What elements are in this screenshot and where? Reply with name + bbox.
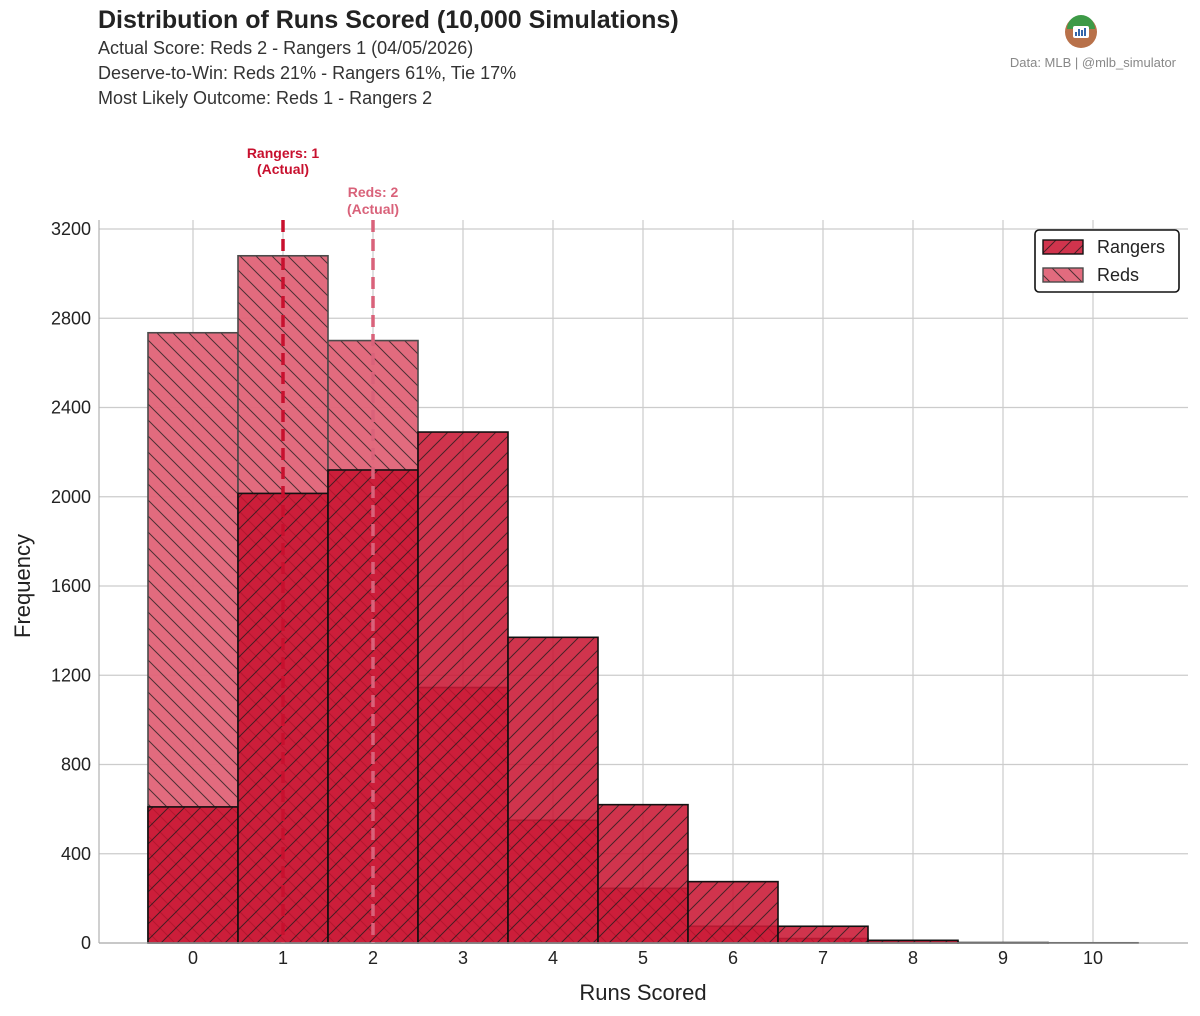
data-credit: Data: MLB | @mlb_simulator: [1009, 55, 1176, 70]
x-axis-title: Runs Scored: [579, 980, 706, 1005]
legend-label-reds: Reds: [1097, 265, 1139, 285]
rangers-bar-hatch: [597, 803, 689, 944]
rangers-bar-hatch: [417, 431, 509, 944]
y-tick-label: 400: [61, 844, 91, 864]
chart-title: Distribution of Runs Scored (10,000 Simu…: [98, 6, 679, 34]
actual-label-reds: Reds: 2: [348, 184, 399, 200]
x-tick-label: 10: [1083, 948, 1103, 968]
most-likely-outcome-line: Most Likely Outcome: Reds 1 - Rangers 2: [98, 88, 433, 108]
x-tick-label: 2: [368, 948, 378, 968]
deserve-to-win-line: Deserve-to-Win: Reds 21% - Rangers 61%, …: [98, 63, 517, 83]
y-axis-title: Frequency: [10, 534, 35, 638]
y-tick-label: 2000: [51, 487, 91, 507]
rangers-bar-hatch: [687, 880, 779, 944]
legend-swatch-hatch-rangers: [1042, 239, 1084, 255]
x-tick-label: 7: [818, 948, 828, 968]
x-tick-label: 1: [278, 948, 288, 968]
actual-sublabel-rangers: (Actual): [257, 161, 309, 177]
y-tick-label: 1600: [51, 576, 91, 596]
rangers-bar-hatch: [147, 806, 239, 944]
x-tick-label: 3: [458, 948, 468, 968]
simulator-logo: [1065, 15, 1097, 48]
y-tick-label: 2800: [51, 308, 91, 328]
y-tick-label: 1200: [51, 665, 91, 685]
actual-score-line: Actual Score: Reds 2 - Rangers 1 (04/05/…: [98, 38, 474, 58]
x-tick-label: 9: [998, 948, 1008, 968]
actual-sublabel-reds: (Actual): [347, 201, 399, 217]
y-tick-label: 2400: [51, 398, 91, 418]
rangers-bar-hatch: [777, 925, 869, 944]
x-tick-label: 6: [728, 948, 738, 968]
x-tick-label: 5: [638, 948, 648, 968]
x-tick-label: 8: [908, 948, 918, 968]
y-tick-label: 0: [81, 933, 91, 953]
x-tick-label: 0: [188, 948, 198, 968]
legend-swatch-hatch-reds: [1042, 267, 1084, 283]
y-tick-label: 800: [61, 755, 91, 775]
x-tick-label: 4: [548, 948, 558, 968]
actual-label-rangers: Rangers: 1: [247, 145, 320, 161]
rangers-bar-hatch: [507, 636, 599, 944]
y-tick-label: 3200: [51, 219, 91, 239]
legend-label-rangers: Rangers: [1097, 237, 1165, 257]
